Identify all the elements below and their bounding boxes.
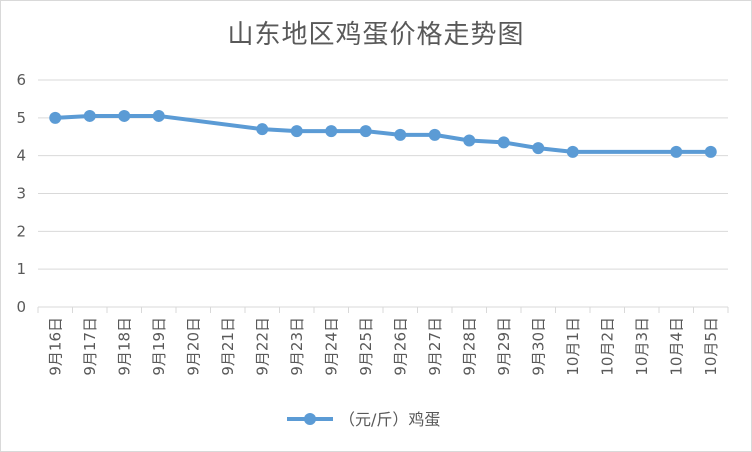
- x-tick-label: 9月23日: [288, 317, 306, 376]
- data-point: [670, 145, 683, 158]
- x-tick-label: 9月16日: [46, 317, 64, 376]
- data-point: [152, 109, 165, 122]
- x-tick-label: 9月29日: [495, 317, 513, 376]
- x-tick-label: 9月21日: [219, 317, 237, 376]
- x-tick-label: 9月24日: [322, 317, 340, 376]
- x-axis: [37, 306, 729, 313]
- y-tick-label: 0: [16, 298, 26, 316]
- data-point: [49, 111, 62, 124]
- x-tick-label: 10月2日: [598, 317, 616, 376]
- data-point: [497, 136, 510, 149]
- x-tick-label: 9月30日: [529, 317, 547, 376]
- y-tick-label: 2: [16, 222, 26, 240]
- data-point: [325, 125, 338, 138]
- x-tick-label: 9月20日: [184, 317, 202, 376]
- series-layer: [49, 109, 717, 158]
- x-tick-label: 10月1日: [564, 317, 582, 376]
- legend-marker: [304, 413, 316, 425]
- data-point: [566, 145, 579, 158]
- gridlines: [38, 79, 728, 270]
- y-tick-label: 1: [16, 260, 26, 278]
- data-point: [83, 109, 96, 122]
- x-tick-label: 10月3日: [633, 317, 651, 376]
- x-tick-label: 9月19日: [150, 317, 168, 376]
- x-tick-label: 9月17日: [81, 317, 99, 376]
- data-point: [359, 125, 372, 138]
- x-tick-label: 9月25日: [357, 317, 375, 376]
- x-tick-label: 9月27日: [426, 317, 444, 376]
- y-tick-label: 6: [16, 71, 26, 89]
- x-tick-label: 10月5日: [702, 317, 720, 376]
- data-point: [118, 109, 131, 122]
- x-tick-label: 10月4日: [667, 317, 685, 376]
- y-tick-label: 3: [16, 185, 26, 203]
- data-point: [256, 123, 269, 136]
- data-point: [532, 142, 545, 155]
- y-tick-label: 4: [16, 147, 26, 165]
- data-point: [428, 128, 441, 141]
- legend: （元/斤）鸡蛋: [287, 410, 440, 429]
- data-point: [290, 125, 303, 138]
- data-point: [463, 134, 476, 147]
- y-tick-label: 5: [16, 109, 26, 127]
- x-tick-label: 9月22日: [253, 317, 271, 376]
- chart-title: 山东地区鸡蛋价格走势图: [227, 20, 525, 50]
- data-point: [394, 128, 407, 141]
- data-point: [704, 145, 717, 158]
- series-line: [53, 113, 713, 154]
- x-axis-ticks: 9月16日 9月17日 9月18日 9月19日 9月20日 9月21日 9月22日 9月23日…: [46, 317, 720, 376]
- x-tick-label: 9月26日: [391, 317, 409, 376]
- y-axis-ticks: 0 1 2 3 4 5 6: [16, 71, 26, 316]
- legend-label: （元/斤）鸡蛋: [339, 410, 440, 429]
- x-tick-label: 9月28日: [460, 317, 478, 376]
- x-tick-label: 9月18日: [115, 317, 133, 376]
